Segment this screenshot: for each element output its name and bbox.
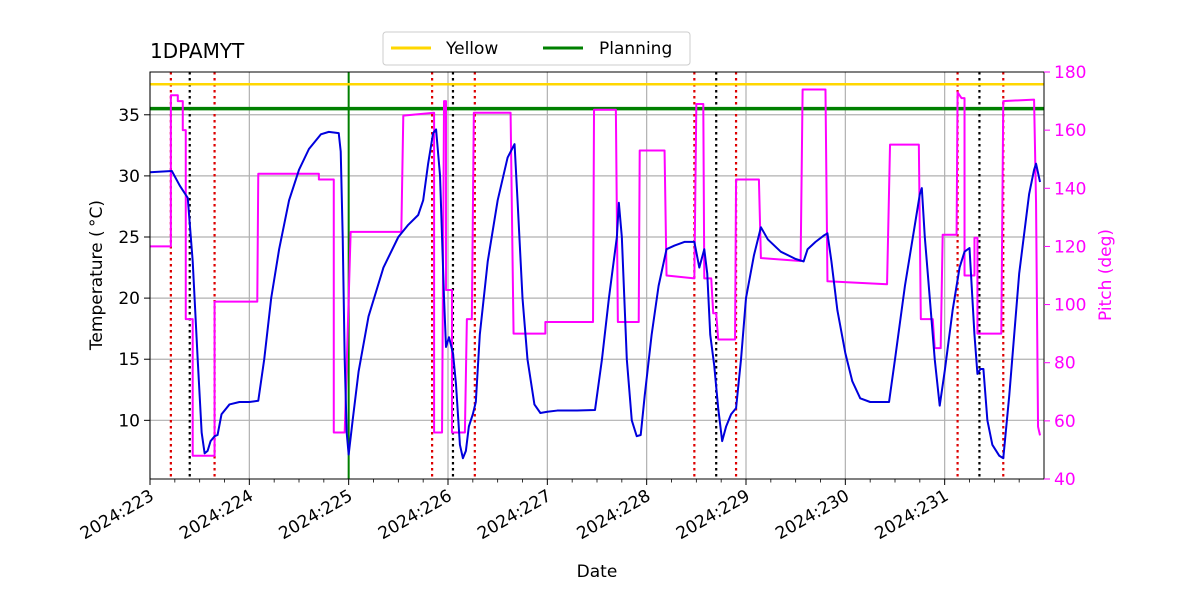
x-tick-label: 2024:227 <box>474 486 555 544</box>
x-tick-label: 2024:230 <box>772 486 853 544</box>
plot-background <box>150 72 1044 479</box>
y-tick-label-left: 25 <box>118 228 140 248</box>
limit-lines <box>150 82 1044 111</box>
legend-label-planning: Planning <box>599 39 672 59</box>
x-tick-label: 2024:223 <box>77 486 158 544</box>
x-tick-label: 2024:226 <box>375 486 456 544</box>
x-tick-label: 2024:229 <box>673 486 754 544</box>
x-axis: 2024:223 2024:224 2024:225 2024:226 2024:227… <box>77 479 1020 544</box>
x-tick-label: 2024:228 <box>574 486 655 544</box>
y-tick-label-right: 80 <box>1054 354 1076 374</box>
temperature-series-line <box>149 128 1042 460</box>
y-tick-label-right: 160 <box>1054 121 1086 141</box>
chart-title: 1DPAMYT <box>150 39 245 63</box>
y-tick-label-right: 40 <box>1054 470 1076 490</box>
grid <box>149 72 1044 479</box>
legend-frame <box>382 31 691 66</box>
y-tick-label-right: 140 <box>1054 179 1086 199</box>
x-tick-label: 2024:231 <box>872 486 953 544</box>
pitch-series-line <box>150 88 1042 457</box>
series-group <box>149 88 1042 460</box>
y-tick-label-left: 10 <box>118 411 140 431</box>
y-tick-label-right: 60 <box>1054 412 1076 432</box>
legend: Yellow Planning <box>382 31 691 66</box>
y-axis-label-left: Temperature ( °C) <box>87 200 107 351</box>
y-tick-label-left: 30 <box>118 167 140 187</box>
y-tick-label-left: 20 <box>118 289 140 309</box>
y-axis-right: 40 60 80 100 120 140 160 180 <box>1044 63 1086 490</box>
y-tick-label-right: 100 <box>1054 296 1086 316</box>
y-tick-label-right: 180 <box>1054 63 1086 83</box>
legend-label-yellow: Yellow <box>445 39 498 59</box>
x-tick-label: 2024:225 <box>276 486 357 544</box>
y-axis-left: 10 15 20 25 30 35 <box>118 106 150 431</box>
y-tick-label-left: 35 <box>118 106 140 126</box>
x-tick-label: 2024:224 <box>176 486 257 544</box>
y-tick-label-right: 120 <box>1054 237 1086 257</box>
y-axis-label-right: Pitch (deg) <box>1096 229 1116 321</box>
y-tick-label-left: 15 <box>118 350 140 370</box>
x-axis-label: Date <box>577 562 618 582</box>
